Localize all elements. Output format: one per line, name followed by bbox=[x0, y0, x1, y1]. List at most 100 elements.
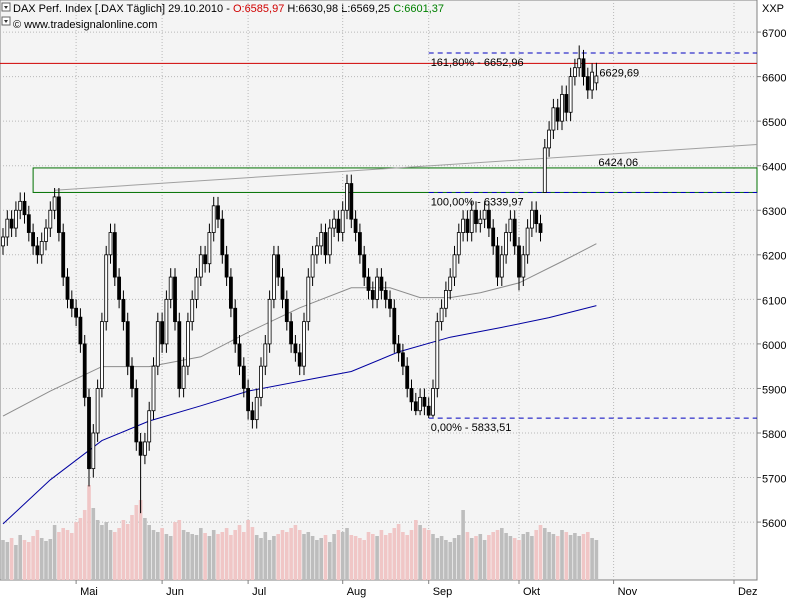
candle-body bbox=[134, 388, 139, 443]
candle-body bbox=[448, 276, 453, 291]
volume-bar bbox=[70, 533, 74, 580]
level-label: 161,80% - 6652,96 bbox=[431, 57, 524, 69]
y-tick-label: 6600 bbox=[762, 73, 786, 85]
volume-bar bbox=[452, 538, 457, 580]
volume-bar bbox=[461, 510, 465, 580]
candle-body bbox=[358, 232, 362, 256]
candle-body bbox=[177, 321, 182, 389]
volume-bar bbox=[147, 525, 152, 580]
candle-body bbox=[52, 196, 57, 211]
candle-body bbox=[284, 298, 289, 323]
volume-bar bbox=[401, 532, 405, 580]
volume-bar bbox=[199, 528, 203, 580]
volume-bar bbox=[465, 532, 470, 580]
separator: - bbox=[226, 3, 230, 15]
volume-bar bbox=[508, 536, 513, 580]
volume-bar bbox=[332, 534, 336, 580]
x-tick-label: Sep bbox=[433, 586, 453, 598]
volume-bar bbox=[151, 530, 156, 580]
candle-body bbox=[388, 298, 392, 309]
candle-body bbox=[246, 388, 251, 412]
volume-bar bbox=[82, 510, 87, 580]
volume-bar bbox=[560, 530, 564, 580]
candle-body bbox=[418, 396, 423, 412]
candle-body bbox=[456, 232, 461, 256]
volume-bar bbox=[551, 534, 556, 580]
candle-body bbox=[263, 343, 268, 367]
volume-bar bbox=[39, 538, 44, 580]
candle-body bbox=[431, 388, 435, 416]
candle-body bbox=[95, 388, 100, 434]
candle-body bbox=[65, 276, 70, 300]
volume-bar bbox=[379, 530, 384, 580]
candle-body bbox=[426, 405, 431, 416]
candle-body bbox=[362, 254, 367, 278]
candle-body bbox=[194, 276, 199, 300]
candle-body bbox=[439, 307, 444, 323]
x-tick-label: Nov bbox=[618, 586, 638, 598]
y-tick-label: 5700 bbox=[762, 473, 786, 485]
candle-body bbox=[396, 343, 401, 354]
candle-body bbox=[78, 316, 83, 345]
candle-body bbox=[87, 396, 91, 470]
y-tick-label: 6500 bbox=[762, 117, 786, 129]
candle-body bbox=[9, 218, 14, 229]
volume-bar bbox=[573, 533, 577, 580]
volume-bar bbox=[5, 542, 10, 580]
candle-body bbox=[168, 276, 173, 300]
candle-body bbox=[143, 441, 147, 456]
volume-bar bbox=[487, 535, 491, 580]
volume-bar bbox=[500, 528, 504, 580]
date: 29.10.2010 bbox=[168, 3, 223, 15]
candle-body bbox=[211, 205, 216, 233]
volume-bar bbox=[203, 533, 207, 580]
candle-body bbox=[474, 209, 478, 225]
volume-bar bbox=[74, 522, 78, 580]
volume-bar bbox=[61, 528, 66, 580]
volume-bar bbox=[272, 536, 276, 580]
candle-body bbox=[203, 254, 208, 265]
candle-body bbox=[366, 276, 371, 291]
candle-body bbox=[5, 218, 10, 238]
volume-bar bbox=[336, 530, 341, 580]
candle-body bbox=[491, 227, 496, 247]
candle-body bbox=[164, 298, 169, 345]
candle-body bbox=[327, 227, 332, 256]
candle-body bbox=[534, 209, 539, 225]
volume-bar bbox=[91, 508, 96, 580]
candle-body bbox=[452, 254, 457, 278]
volume-bar bbox=[1, 540, 5, 580]
volume-bar bbox=[134, 505, 139, 580]
volume-bar bbox=[405, 535, 410, 580]
volume-bar bbox=[293, 525, 298, 580]
volume-bar bbox=[319, 538, 324, 580]
x-tick-label: Aug bbox=[347, 586, 367, 598]
candle-body bbox=[564, 94, 569, 113]
volume-bar bbox=[371, 534, 375, 580]
candle-body bbox=[401, 352, 405, 367]
volume-bar bbox=[392, 528, 397, 580]
candle-body bbox=[461, 218, 466, 233]
volume-bar bbox=[95, 520, 100, 580]
candle-body bbox=[323, 232, 328, 256]
x-tick-label: Jul bbox=[252, 586, 266, 598]
level-label: 100,00% - 6339,97 bbox=[431, 196, 524, 208]
volume-bar bbox=[564, 532, 569, 580]
moving-average bbox=[2, 243, 597, 417]
candle-body bbox=[39, 241, 44, 256]
candle-body bbox=[14, 209, 18, 229]
volume-bar bbox=[48, 539, 53, 580]
candle-body bbox=[409, 388, 414, 403]
candle-body bbox=[48, 209, 53, 229]
volume-bar bbox=[108, 530, 113, 580]
volume-bar bbox=[328, 542, 332, 580]
volume-bar bbox=[229, 535, 233, 580]
candle-body bbox=[250, 410, 255, 421]
volume-bar bbox=[143, 518, 147, 580]
candle-body bbox=[551, 107, 556, 131]
volume-bar bbox=[581, 534, 586, 580]
volume-bar bbox=[250, 527, 255, 580]
level-label: 0,00% - 5833,51 bbox=[431, 422, 512, 434]
